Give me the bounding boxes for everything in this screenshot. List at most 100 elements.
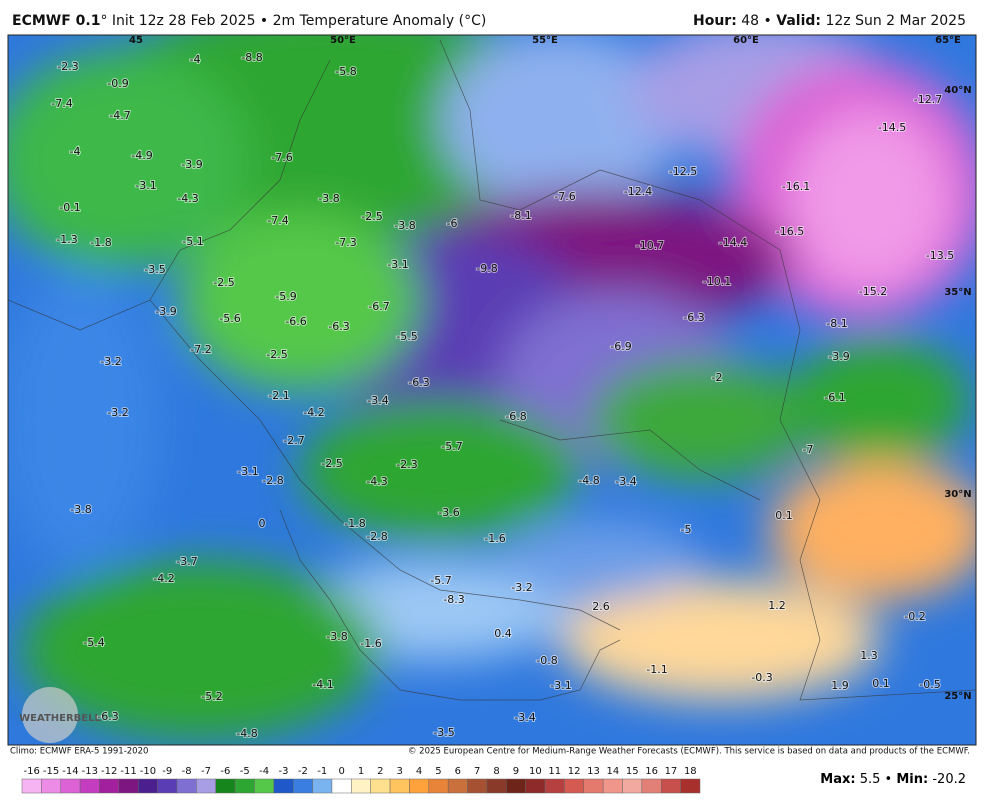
anomaly-value: -4.8 bbox=[578, 474, 599, 487]
anomaly-value: -8.8 bbox=[241, 51, 262, 64]
colorbar-label: 3 bbox=[397, 766, 403, 777]
anomaly-value: -3.5 bbox=[433, 726, 454, 739]
anomaly-value: -3.2 bbox=[511, 581, 532, 594]
anomaly-value: -5.8 bbox=[335, 65, 356, 78]
colorbar-label: 13 bbox=[587, 766, 600, 777]
copyright: © 2025 European Centre for Medium-Range … bbox=[408, 747, 970, 757]
anomaly-value: -5 bbox=[681, 523, 692, 536]
colorbar-swatch bbox=[661, 778, 681, 794]
min-label: Min: bbox=[896, 772, 928, 787]
anomaly-value: -6.1 bbox=[824, 391, 845, 404]
colorbar-label: -5 bbox=[240, 766, 250, 777]
colorbar-label: -13 bbox=[82, 766, 98, 777]
anomaly-value: 0 bbox=[259, 517, 266, 530]
borders bbox=[8, 39, 976, 701]
colorbar-label: -7 bbox=[201, 766, 211, 777]
anomaly-value: -3.8 bbox=[394, 219, 415, 232]
anomaly-value: -2.7 bbox=[283, 434, 304, 447]
colorbar-swatch bbox=[196, 778, 216, 794]
anomaly-value: -4.3 bbox=[366, 475, 387, 488]
anomaly-value: -7.3 bbox=[335, 236, 356, 249]
longitude-label: 65°E bbox=[935, 35, 961, 46]
map-frame bbox=[7, 34, 977, 746]
anomaly-value: 0.4 bbox=[494, 627, 512, 640]
anomaly-value: -8.1 bbox=[826, 317, 847, 330]
colorbar-swatch bbox=[79, 778, 100, 794]
colorbar-swatch bbox=[370, 778, 391, 794]
max-label: Max: bbox=[820, 772, 855, 787]
colorbar-label: -11 bbox=[120, 766, 136, 777]
anomaly-value: -6.6 bbox=[285, 315, 306, 328]
separator: • bbox=[764, 13, 772, 29]
anomaly-value: -12.5 bbox=[669, 165, 697, 178]
anomaly-value: -2.8 bbox=[366, 530, 387, 543]
anomaly-value: 0.1 bbox=[872, 677, 890, 690]
colorbar-swatch bbox=[506, 778, 526, 794]
colorbar-swatch bbox=[544, 778, 565, 794]
colorbar-label: 11 bbox=[548, 766, 561, 777]
logo-badge bbox=[22, 687, 78, 743]
anomaly-value: -6.7 bbox=[368, 300, 389, 313]
longitude-label: 60°E bbox=[733, 35, 759, 46]
anomaly-value: -6.3 bbox=[97, 710, 118, 723]
colorbar-swatch bbox=[254, 778, 275, 794]
anomaly-value: -3.8 bbox=[70, 503, 91, 516]
anomaly-value: 1.3 bbox=[860, 649, 878, 662]
colorbar-label: -3 bbox=[279, 766, 289, 777]
anomaly-value: -6 bbox=[447, 217, 458, 230]
anomaly-value: -3.4 bbox=[615, 475, 636, 488]
colorbar: -16 -15 -14 -13 -12 -11 -10 -9 -8 -7 -6 -5 -4 -3 -2 -1 0… bbox=[21, 766, 701, 794]
colorbar-label: -15 bbox=[43, 766, 59, 777]
anomaly-value: -4 bbox=[190, 53, 201, 66]
anomaly-value: -5.1 bbox=[182, 235, 203, 248]
anomaly-value: 1.9 bbox=[831, 679, 849, 692]
anomaly-value: -1.6 bbox=[484, 532, 505, 545]
latitude-label: 35°N bbox=[944, 287, 971, 298]
colorbar-swatch bbox=[273, 778, 294, 794]
anomaly-value: -2.3 bbox=[396, 458, 417, 471]
longitude-label: 45 bbox=[129, 35, 143, 46]
longitude-label: 50°E bbox=[330, 35, 356, 46]
anomaly-value: -9.8 bbox=[476, 262, 497, 275]
colorbar-label: -14 bbox=[62, 766, 78, 777]
anomaly-value: -8.1 bbox=[510, 209, 531, 222]
border bbox=[439, 39, 976, 701]
anomaly-value: -14.5 bbox=[878, 121, 906, 134]
colorbar-swatch bbox=[525, 778, 546, 794]
anomaly-value: -2.1 bbox=[268, 389, 289, 402]
colorbar-swatch bbox=[118, 778, 139, 794]
anomaly-value: -5.4 bbox=[83, 636, 104, 649]
anomaly-value: 0.1 bbox=[775, 509, 793, 522]
anomaly-value: -4 bbox=[70, 145, 81, 158]
anomaly-value: -2.5 bbox=[266, 348, 287, 361]
anomaly-value: -2.5 bbox=[213, 276, 234, 289]
colorbar-swatch bbox=[622, 778, 643, 794]
anomaly-value: -3.8 bbox=[318, 192, 339, 205]
colorbar-label: -8 bbox=[182, 766, 192, 777]
colorbar-label: -10 bbox=[140, 766, 156, 777]
anomaly-value: -3.4 bbox=[514, 711, 535, 724]
colorbar-swatch bbox=[564, 778, 585, 794]
anomaly-value: -4.8 bbox=[236, 727, 257, 740]
anomaly-value: -6.3 bbox=[683, 311, 704, 324]
colorbar-label: 7 bbox=[474, 766, 480, 777]
anomaly-value: -5.6 bbox=[219, 312, 240, 325]
colorbar-swatch bbox=[409, 778, 430, 794]
anomaly-value: -2.5 bbox=[361, 210, 382, 223]
colorbar-label: 17 bbox=[665, 766, 678, 777]
anomaly-value: -3.5 bbox=[144, 263, 165, 276]
colorbar-swatch bbox=[351, 778, 371, 794]
title-text: ° Init 12z 28 Feb 2025 • 2m Temperature … bbox=[100, 13, 486, 29]
anomaly-value: -10.7 bbox=[636, 239, 664, 252]
climo-note: Climo: ECMWF ERA-5 1991-2020 bbox=[10, 747, 148, 757]
colorbar-label: 4 bbox=[416, 766, 422, 777]
anomaly-value: -7.2 bbox=[190, 343, 211, 356]
colorbar-swatch bbox=[234, 778, 255, 794]
title-model: ECMWF 0.1 bbox=[12, 13, 100, 29]
hour-label: Hour: bbox=[693, 13, 737, 29]
anomaly-value: -8.3 bbox=[443, 593, 464, 606]
latitude-label: 25°N bbox=[944, 691, 971, 702]
longitude-label: 55°E bbox=[532, 35, 558, 46]
colorbar-swatch bbox=[60, 778, 81, 794]
